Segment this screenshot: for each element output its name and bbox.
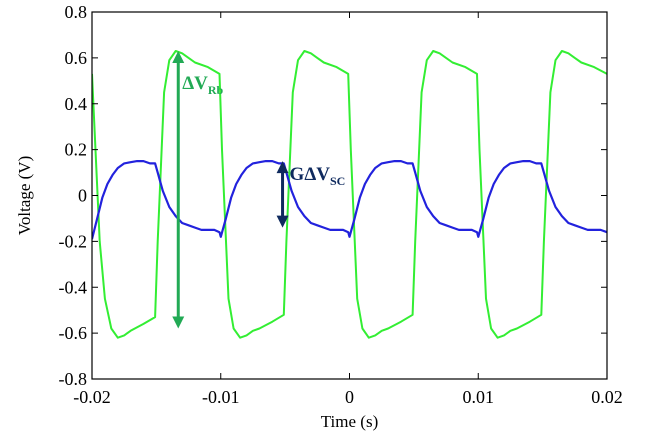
y-tick-label: 0.6 [65, 48, 88, 68]
series-line-2 [92, 160, 607, 240]
series-layer [92, 50, 607, 339]
plot-frame [91, 11, 608, 380]
annotation-label: GΔVSC [290, 164, 346, 188]
x-tick-label: -0.01 [202, 387, 240, 407]
x-tick-label: -0.02 [73, 387, 111, 407]
y-tick-label: 0.4 [65, 94, 88, 114]
y-tick-label: 0 [78, 186, 87, 206]
x-tick-label: 0 [345, 387, 354, 407]
y-tick-label: -0.2 [59, 231, 88, 251]
y-tick-label: 0.8 [65, 2, 88, 22]
annotation-label: ΔVRb [182, 73, 223, 97]
annotation-arrow-head-down [172, 316, 185, 329]
annotation-arrow-head-up [172, 50, 185, 63]
y-tick-label: -0.8 [59, 369, 88, 389]
x-axis-label: Time (s) [321, 412, 378, 431]
y-tick-label: -0.4 [59, 277, 88, 297]
y-axis-label: Voltage (V) [15, 156, 34, 235]
annotation-arrow-head-down [276, 215, 289, 228]
annotation-arrow-head-up [276, 161, 289, 174]
series-line-1 [92, 50, 607, 339]
y-tick-label: -0.6 [59, 323, 88, 343]
annotation-1: ΔVRb [172, 50, 224, 329]
x-tick-label: 0.02 [591, 387, 623, 407]
y-tick-label: 0.2 [65, 140, 88, 160]
annotations-layer: ΔVRb GΔVSC [172, 50, 346, 329]
x-tick-label: 0.01 [463, 387, 495, 407]
annotation-2: GΔVSC [276, 161, 346, 228]
ticks-layer: -0.02 -0.01 0 0.01 0.02 0.8 0.6 0.4 0.2 0 -0.2 -0.4… [59, 2, 623, 407]
